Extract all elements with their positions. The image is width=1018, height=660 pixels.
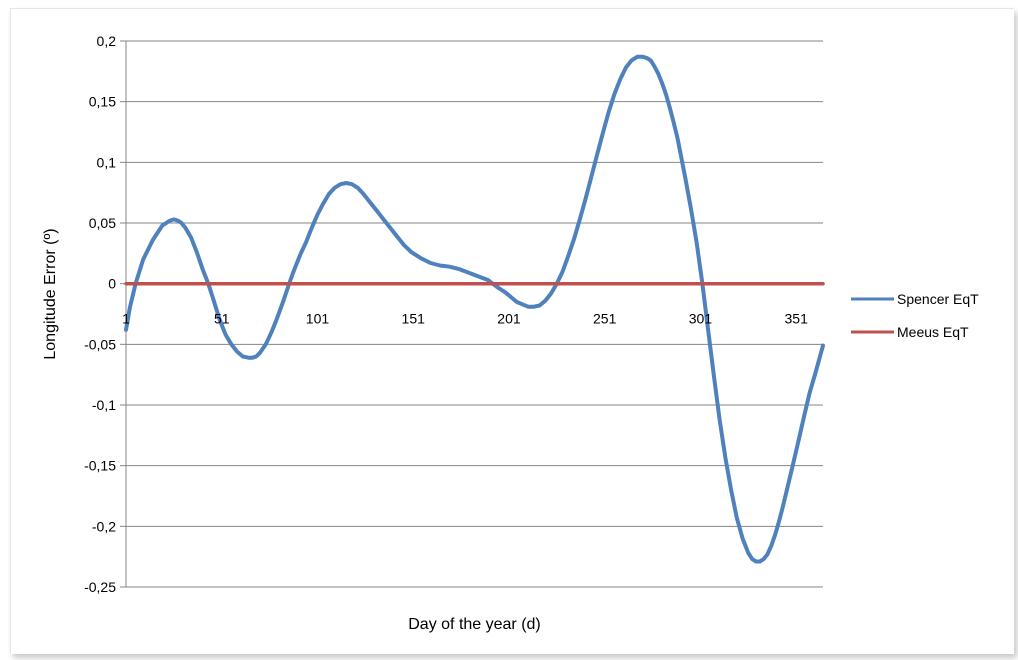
y-tick-label: 0 [108,276,116,292]
y-tick-label: -0,15 [84,458,116,474]
chart-frame: 0,2 0,15 0,1 0,05 0 -0,05 -0,1 -0,15 -0,2 -0,25 1… [10,8,1014,654]
x-tick-label: 351 [785,311,809,327]
y-tick-label: 0,1 [97,154,117,170]
x-axis-tick-labels: 1 51 101 151 201 251 301 351 [122,311,808,327]
x-axis-title: Day of the year (d) [408,616,541,633]
x-tick-label: 201 [497,311,521,327]
y-axis-title: Longitude Error (º) [42,228,59,359]
x-tick-label: 301 [689,311,713,327]
legend: Spencer EqT Meeus EqT [851,291,979,340]
x-tick-label: 251 [593,311,617,327]
legend-label-meeus-eqt: Meeus EqT [897,324,969,340]
y-tick-label: -0,05 [84,336,116,352]
y-tick-label: 0,2 [97,33,117,49]
y-axis-ticks [120,40,126,588]
y-tick-label: 0,15 [89,94,116,110]
x-tick-label: 51 [214,311,230,327]
y-tick-label: -0,25 [84,579,116,595]
series-line-spencer-eqt [124,54,825,564]
line-chart: 0,2 0,15 0,1 0,05 0 -0,05 -0,1 -0,15 -0,2 -0,25 1… [42,33,979,633]
series-layer [124,54,825,564]
y-tick-label: -0,1 [92,397,116,413]
gridlines [126,40,823,588]
x-tick-label: 1 [122,311,130,327]
y-tick-label: -0,2 [92,518,116,534]
y-tick-label: 0,05 [89,215,116,231]
legend-label-spencer-eqt: Spencer EqT [897,291,979,307]
x-tick-label: 151 [402,311,426,327]
x-tick-label: 101 [306,311,330,327]
y-axis-tick-labels: 0,2 0,15 0,1 0,05 0 -0,05 -0,1 -0,15 -0,2 -0,25 [84,33,116,595]
